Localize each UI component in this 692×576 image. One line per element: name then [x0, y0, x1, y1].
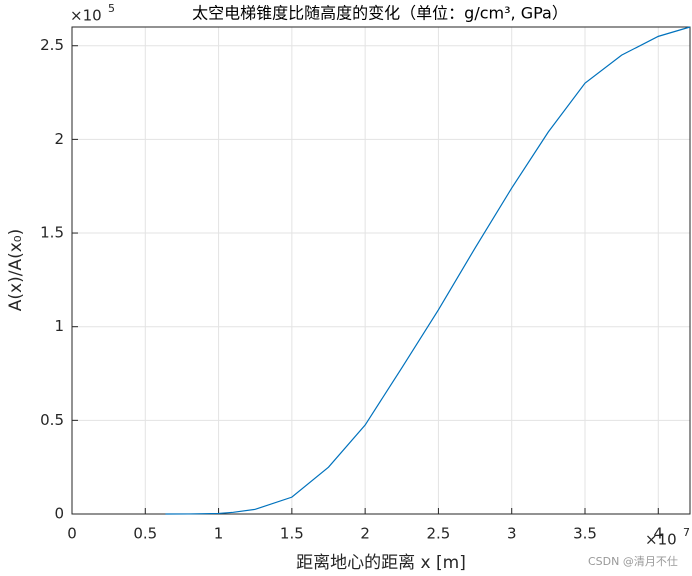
- y-exponent-power: 5: [108, 2, 115, 15]
- watermark: CSDN @清月不仕: [588, 555, 678, 568]
- x-tick-label: 1.5: [280, 525, 304, 543]
- x-tick-label: 2.5: [426, 525, 450, 543]
- y-tick-label: 2.5: [40, 36, 64, 54]
- chart-title: 太空电梯锥度比随高度的变化（单位：g/cm³, GPa）: [192, 4, 568, 23]
- x-tick-label: 0.5: [133, 525, 157, 543]
- y-tick-label: 0.5: [40, 411, 64, 429]
- x-exponent-base: ×10: [645, 531, 677, 549]
- x-tick-label: 0: [67, 525, 77, 543]
- y-exponent-base: ×10: [70, 7, 102, 25]
- y-tick-label: 1.5: [40, 224, 64, 242]
- axes-box: [71, 26, 691, 515]
- x-tick-label: 4: [654, 525, 664, 543]
- y-axis-label: A(x)/A(x₀): [6, 229, 26, 311]
- x-tick-label: 1: [214, 525, 224, 543]
- x-tick-label: 3: [507, 525, 517, 543]
- y-tick-label: 2: [54, 130, 64, 148]
- x-tick-label: 3.5: [573, 525, 597, 543]
- y-tick-label: 0: [54, 505, 64, 523]
- data-line: [165, 26, 691, 515]
- x-axis-label: 距离地心的距离 x [m]: [296, 553, 466, 573]
- y-tick-label: 1: [54, 317, 64, 335]
- x-exponent-power: 7: [683, 526, 690, 539]
- x-tick-label: 2: [360, 525, 370, 543]
